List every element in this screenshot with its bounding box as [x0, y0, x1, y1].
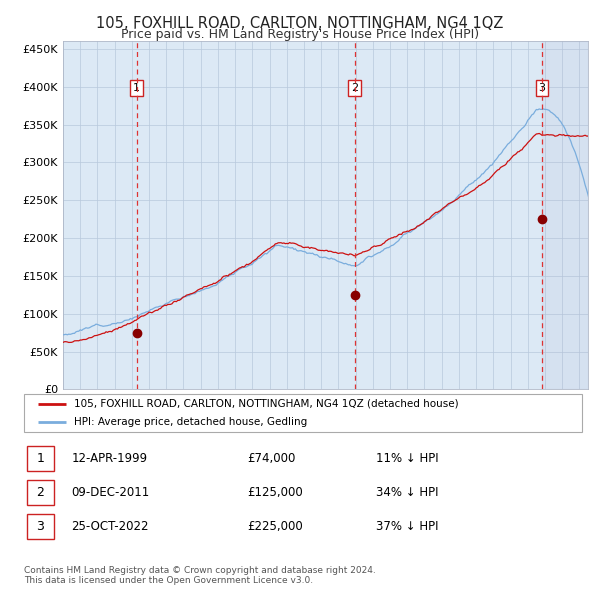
Text: 1: 1 [133, 83, 140, 93]
Text: 3: 3 [538, 83, 545, 93]
Text: Contains HM Land Registry data © Crown copyright and database right 2024.
This d: Contains HM Land Registry data © Crown c… [24, 566, 376, 585]
Text: £74,000: £74,000 [247, 452, 296, 465]
FancyBboxPatch shape [27, 480, 53, 505]
Text: Price paid vs. HM Land Registry's House Price Index (HPI): Price paid vs. HM Land Registry's House … [121, 28, 479, 41]
Text: £125,000: £125,000 [247, 486, 303, 499]
Text: 25-OCT-2022: 25-OCT-2022 [71, 520, 149, 533]
Bar [542, 41, 588, 389]
Text: HPI: Average price, detached house, Gedling: HPI: Average price, detached house, Gedl… [74, 417, 307, 427]
FancyBboxPatch shape [27, 446, 53, 471]
Text: 3: 3 [36, 520, 44, 533]
FancyBboxPatch shape [27, 514, 53, 539]
Text: 11% ↓ HPI: 11% ↓ HPI [376, 452, 438, 465]
Text: 1: 1 [36, 452, 44, 465]
Text: 34% ↓ HPI: 34% ↓ HPI [376, 486, 438, 499]
Text: 09-DEC-2011: 09-DEC-2011 [71, 486, 149, 499]
Text: 105, FOXHILL ROAD, CARLTON, NOTTINGHAM, NG4 1QZ: 105, FOXHILL ROAD, CARLTON, NOTTINGHAM, … [97, 16, 503, 31]
Text: 105, FOXHILL ROAD, CARLTON, NOTTINGHAM, NG4 1QZ (detached house): 105, FOXHILL ROAD, CARLTON, NOTTINGHAM, … [74, 399, 459, 409]
Text: £225,000: £225,000 [247, 520, 303, 533]
FancyBboxPatch shape [24, 394, 582, 432]
Text: 12-APR-1999: 12-APR-1999 [71, 452, 148, 465]
Text: 2: 2 [36, 486, 44, 499]
Text: 37% ↓ HPI: 37% ↓ HPI [376, 520, 438, 533]
Text: 2: 2 [351, 83, 358, 93]
